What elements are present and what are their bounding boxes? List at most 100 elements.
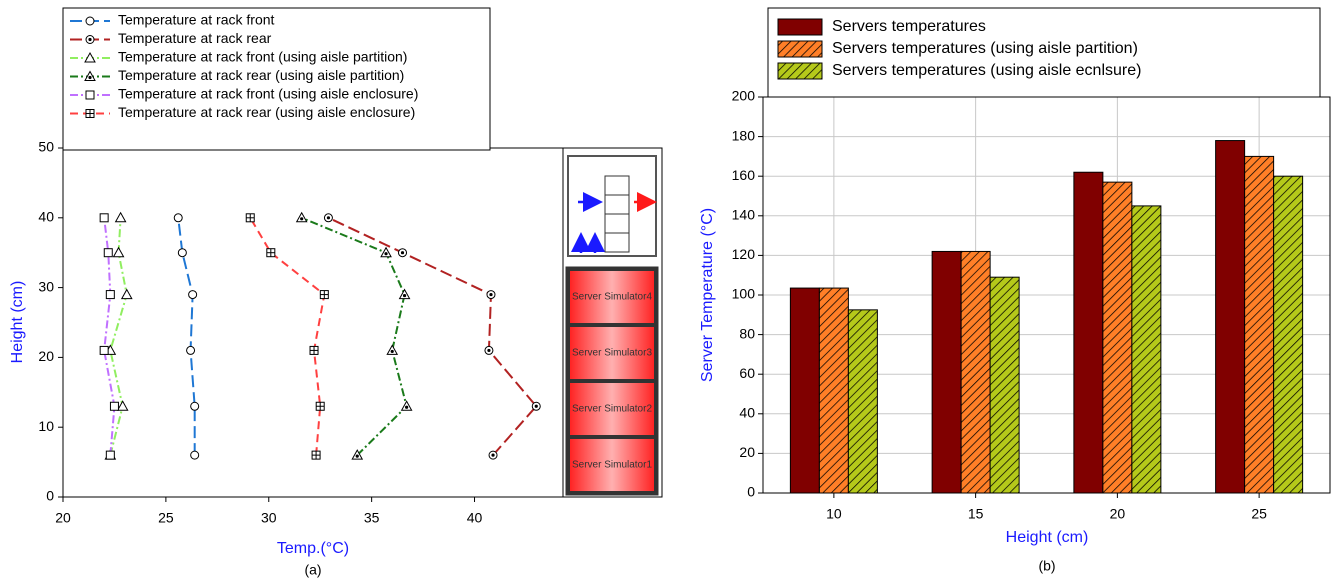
- y-tick-label: 80: [739, 325, 755, 341]
- series-line: [249, 217, 326, 456]
- rack-label: Server Simulator4: [572, 292, 652, 303]
- y-tick-label: 0: [747, 484, 755, 500]
- data-point: [486, 290, 496, 300]
- y-tick-label: 60: [739, 365, 755, 381]
- legend-marker: [84, 70, 96, 81]
- data-point: [531, 401, 541, 411]
- caption: (b): [1038, 558, 1055, 574]
- data-point: [173, 213, 183, 223]
- rack-label: Server Simulator1: [572, 460, 652, 471]
- data-point: [116, 400, 129, 411]
- legend-label: Servers temperatures (using aisle ecnlsu…: [832, 62, 1141, 79]
- marker-dot: [355, 454, 359, 458]
- marker-dot: [88, 75, 92, 80]
- marker-dot: [534, 404, 538, 408]
- x-axis-label: Temp.(°C): [277, 540, 349, 557]
- y-tick-label: 30: [38, 278, 54, 294]
- bar: [818, 287, 849, 494]
- y-tick-label: 20: [38, 348, 54, 364]
- y-axis-label: Server Temperature (°C): [699, 208, 716, 382]
- y-tick-label: 200: [732, 88, 756, 104]
- x-tick-label: 30: [261, 510, 277, 526]
- data-point: [400, 400, 413, 411]
- data-point: [114, 211, 127, 223]
- legend-label: Temperature at rack front (using aisle e…: [118, 86, 418, 102]
- legend-label: Temperature at rack rear: [118, 30, 272, 46]
- marker-dot: [400, 251, 405, 255]
- marker-shape: [112, 246, 125, 258]
- bar: [1131, 205, 1162, 494]
- plot-frame: [62, 147, 564, 498]
- marker-shape: [188, 290, 198, 300]
- data-point: [120, 288, 133, 300]
- y-tick-label: 100: [732, 286, 756, 302]
- y-tick-label: 180: [732, 127, 756, 143]
- marker-shape: [116, 400, 129, 411]
- data-point: [488, 450, 498, 460]
- series-line: [103, 217, 116, 456]
- legend-box: [767, 7, 1321, 98]
- marker-shape: [109, 401, 119, 411]
- x-tick-label: 20: [1110, 506, 1126, 522]
- data-point: [188, 290, 198, 300]
- y-tick-label: 50: [38, 139, 54, 155]
- marker-shape: [84, 51, 96, 63]
- marker-dot: [390, 349, 394, 354]
- data-point: [99, 213, 109, 223]
- rack-panel: Server Simulator4 Server Simulator3 Serv…: [562, 147, 663, 498]
- marker-dot: [487, 348, 491, 353]
- marker-shape: [85, 90, 95, 100]
- y-tick-label: 10: [38, 418, 54, 434]
- data-point: [266, 248, 276, 258]
- bar: [1244, 155, 1275, 494]
- x-tick-label: 25: [158, 510, 174, 526]
- bar: [789, 287, 820, 494]
- marker-shape: [114, 211, 127, 223]
- data-point: [190, 450, 200, 460]
- x-tick-label: 40: [467, 510, 483, 526]
- x-tick-label: 20: [55, 510, 71, 526]
- legend-marker: [85, 90, 95, 100]
- marker-shape: [120, 288, 133, 300]
- data-point: [177, 248, 187, 258]
- data-point: [109, 401, 119, 411]
- y-tick-label: 20: [739, 444, 755, 460]
- data-point: [190, 401, 200, 411]
- data-point: [315, 401, 325, 411]
- marker-dot: [489, 292, 493, 297]
- bar: [931, 250, 962, 494]
- marker-shape: [99, 345, 109, 355]
- data-point: [99, 345, 109, 355]
- x-tick-label: 15: [968, 506, 984, 522]
- marker-dot: [384, 252, 388, 256]
- y-tick-label: 140: [732, 207, 756, 223]
- legend-label: Temperature at rack front: [118, 12, 275, 28]
- legend-label: Temperature at rack rear (using aisle pa…: [118, 67, 404, 83]
- data-point: [309, 345, 319, 355]
- marker-shape: [186, 345, 196, 355]
- y-tick-label: 160: [732, 167, 756, 183]
- legend-label: Temperature at rack rear (using aisle en…: [118, 104, 415, 120]
- marker-shape: [105, 450, 115, 460]
- data-point: [112, 246, 125, 258]
- marker-shape: [99, 213, 109, 223]
- marker-shape: [190, 450, 200, 460]
- rack-label: Server Simulator3: [572, 348, 652, 359]
- marker-shape: [177, 248, 187, 258]
- y-axis-label: Height (cm): [9, 281, 26, 364]
- x-tick-label: 35: [364, 510, 380, 526]
- data-point: [311, 450, 321, 460]
- bar: [1273, 175, 1304, 494]
- legend-marker: [85, 16, 95, 26]
- legend-box: [62, 7, 491, 151]
- y-tick-label: 120: [732, 246, 756, 262]
- data-point: [319, 290, 329, 300]
- bar: [960, 250, 991, 494]
- data-point: [103, 248, 113, 258]
- data-point: [386, 344, 399, 355]
- data-point: [105, 450, 115, 460]
- bar: [847, 309, 878, 494]
- x-tick-label: 10: [826, 506, 842, 522]
- data-point: [186, 345, 196, 355]
